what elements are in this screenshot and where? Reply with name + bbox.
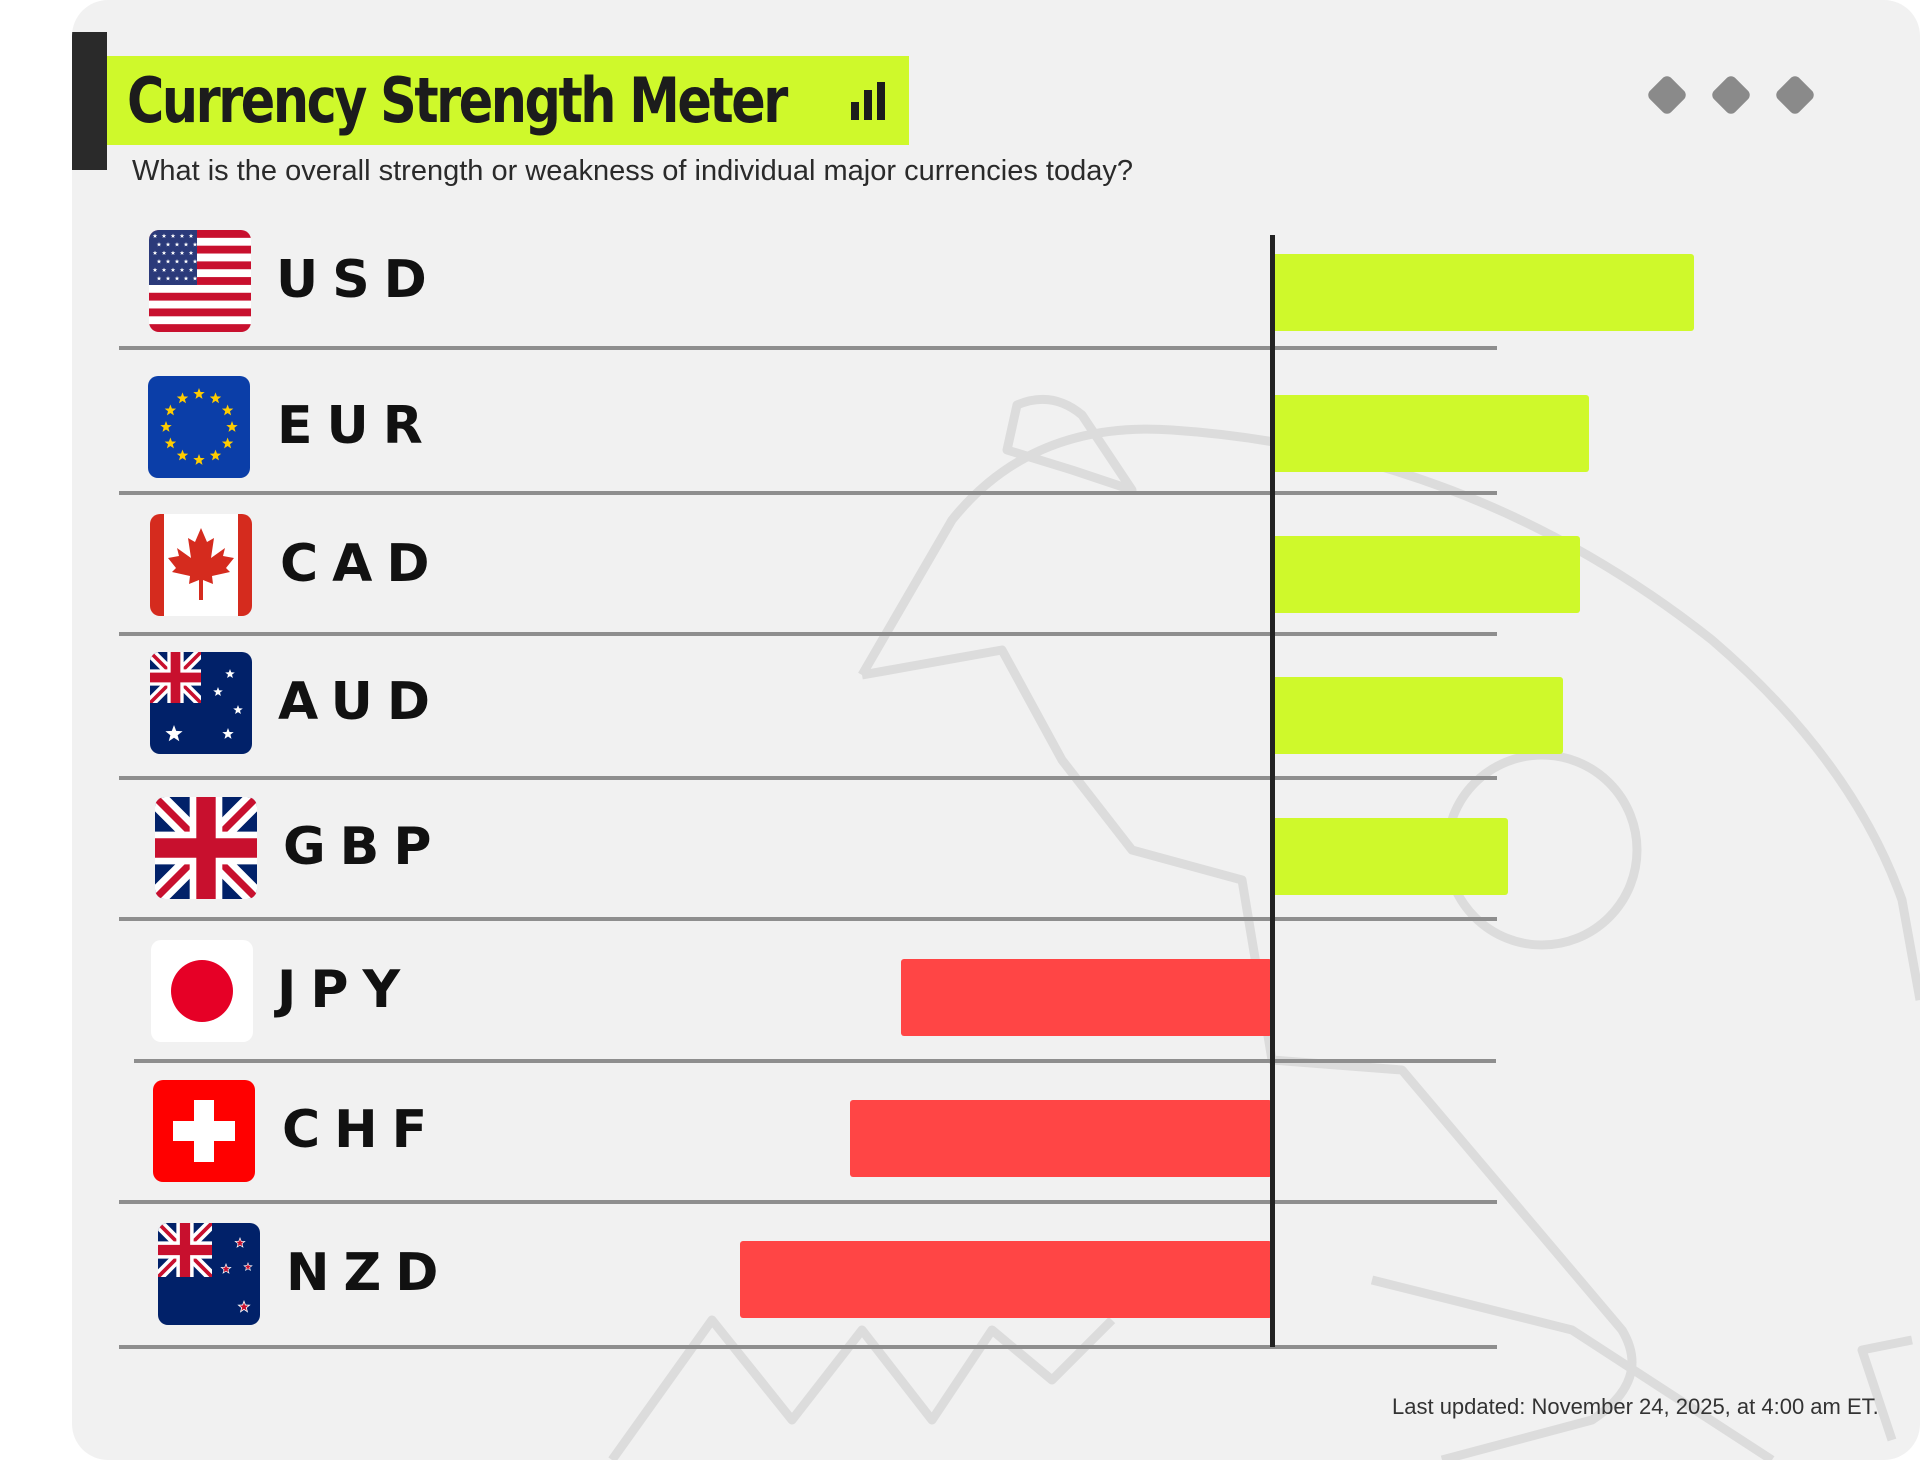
strength-bar-nzd (740, 1241, 1272, 1318)
strength-bar-cad (1272, 536, 1581, 613)
currency-label-gbp: GBP (283, 817, 446, 877)
eur-flag-icon (148, 376, 250, 478)
usd-flag-icon (149, 230, 251, 332)
diamond-icon (1773, 73, 1817, 117)
strength-bar-gbp (1272, 818, 1509, 895)
row-divider (119, 346, 1497, 350)
row-divider (119, 917, 1497, 921)
strength-bar-usd (1272, 254, 1694, 331)
diamond-icon (1709, 73, 1753, 117)
title-banner: Currency Strength Meter (107, 56, 909, 145)
currency-label-jpy: JPY (277, 960, 415, 1020)
aud-flag-icon (150, 652, 252, 754)
nzd-flag-icon (158, 1223, 260, 1325)
subtitle: What is the overall strength or weakness… (132, 155, 1133, 187)
last-updated: Last updated: November 24, 2025, at 4:00… (1392, 1394, 1879, 1419)
bull-watermark (608, 394, 1920, 1460)
currency-label-cad: CAD (280, 534, 444, 594)
row-divider (119, 1345, 1497, 1349)
menu-dots[interactable] (1645, 73, 1817, 117)
gbp-flag-icon (155, 797, 257, 899)
cad-flag-icon (150, 514, 252, 616)
currency-label-aud: AUD (278, 672, 445, 732)
strength-bar-eur (1272, 395, 1589, 472)
bar-chart-icon (850, 81, 885, 120)
row-divider (119, 491, 1497, 495)
strength-bar-jpy (900, 959, 1272, 1036)
chart-card: Currency Strength Meter What is the over… (72, 0, 1920, 1460)
row-divider (119, 1200, 1497, 1204)
zero-axis (1270, 235, 1275, 1347)
strength-bar-aud (1272, 677, 1564, 754)
row-divider (119, 776, 1497, 780)
strength-bar-chf (850, 1100, 1272, 1177)
chf-flag-icon (153, 1080, 255, 1182)
page-title: Currency Strength Meter (127, 64, 788, 137)
currency-label-nzd: NZD (286, 1243, 453, 1303)
currency-label-eur: EUR (277, 396, 437, 456)
diamond-icon (1645, 73, 1689, 117)
currency-label-usd: USD (276, 250, 441, 310)
jpy-flag-icon (151, 940, 253, 1042)
currency-label-chf: CHF (282, 1100, 442, 1160)
row-divider (134, 1059, 1496, 1063)
row-divider (119, 632, 1497, 636)
title-accent-bar (72, 32, 107, 170)
